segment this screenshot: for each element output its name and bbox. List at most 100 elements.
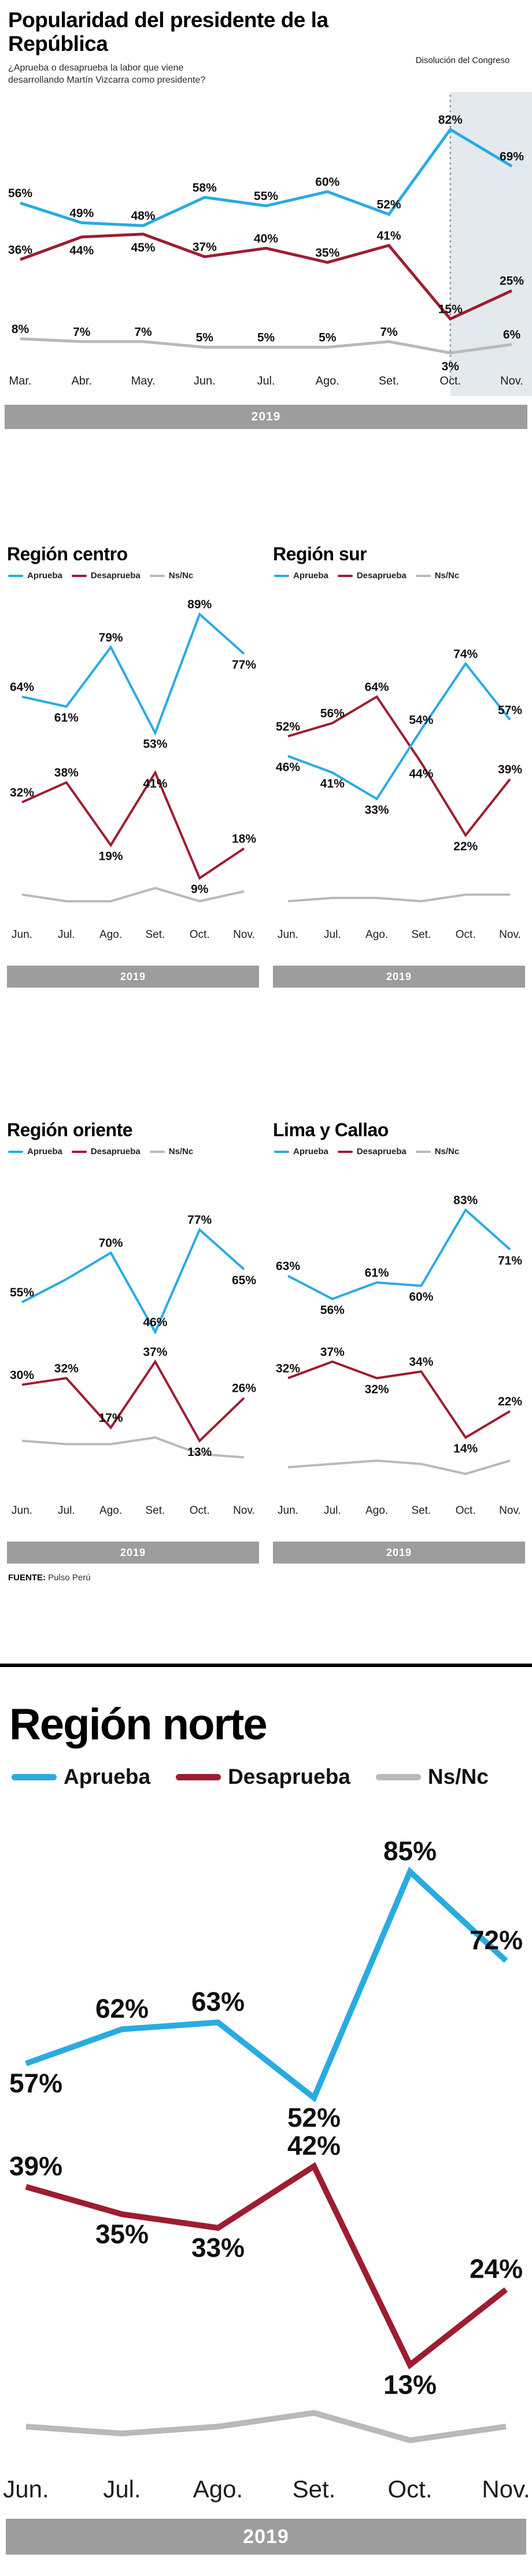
value-label: 7%	[73, 326, 91, 339]
legend-label: Ns/Nc	[427, 1765, 489, 1789]
value-label: 56%	[8, 187, 32, 200]
value-label: 77%	[232, 659, 256, 672]
month-label: Nov.	[500, 375, 523, 387]
month-label: Jun.	[194, 375, 216, 387]
value-label: 32%	[10, 786, 34, 799]
month-label: Jul.	[257, 375, 275, 387]
legend-item-nsnc: Ns/Nc	[415, 1147, 460, 1157]
norte-title: Región norte	[9, 1700, 268, 1750]
value-label: 9%	[191, 883, 209, 896]
month-label: Jun.	[12, 1505, 32, 1517]
value-label: 36%	[8, 243, 32, 257]
value-label: 6%	[503, 328, 521, 342]
year-bar-centro: 2019	[7, 966, 259, 988]
value-label: 13%	[383, 2370, 437, 2400]
value-label: 30%	[10, 1369, 34, 1382]
value-label: 62%	[95, 1993, 149, 2023]
value-label: 14%	[453, 1442, 478, 1455]
region-sur-chart: 46% 41% 33% 54% 74% 57% 52% 56% 64% 44% 22% 39% Jun.…	[276, 648, 522, 941]
value-label: 57%	[9, 2068, 62, 2098]
value-label: 37%	[320, 1346, 345, 1359]
norte-section: Región norte Aprueba Desaprueba Ns/Nc 57% 6…	[0, 1667, 532, 2555]
legend-label: Ns/Nc	[434, 1147, 460, 1157]
legend-label: Aprueba	[27, 1147, 62, 1157]
value-label: 74%	[453, 648, 478, 661]
month-label: Oct.	[387, 2475, 432, 2503]
legend-label: Desaprueba	[90, 1147, 141, 1157]
month-label: Nov.	[233, 929, 255, 941]
month-label: Jun.	[278, 1505, 298, 1517]
region-sur-block: Región sur Aprueba Desaprueba Ns/Nc 46% 41%…	[273, 544, 525, 988]
chart-legend: Aprueba Desaprueba Ns/Nc	[8, 1147, 259, 1156]
series-line-aprueba	[21, 612, 245, 736]
month-label: Oct.	[439, 375, 461, 387]
legend-item-desaprueba: Desaprueba	[337, 1147, 407, 1157]
value-label: 13%	[187, 1446, 212, 1459]
month-label: Set.	[379, 375, 400, 387]
legend-item-aprueba: Aprueba	[12, 1765, 150, 1789]
month-label: Jul.	[324, 1505, 341, 1517]
source-note: FUENTE: Pulso Perú	[8, 1573, 532, 1583]
legend-label: Desaprueba	[228, 1765, 350, 1789]
value-label: 55%	[254, 190, 278, 203]
value-label: 83%	[453, 1194, 478, 1207]
month-label: Ago.	[316, 375, 339, 387]
legend-swatch-desaprueba	[71, 574, 87, 577]
series-line-aprueba	[20, 127, 513, 227]
value-label: 41%	[320, 777, 345, 790]
value-label: 18%	[232, 832, 256, 845]
legend-item-aprueba: Aprueba	[274, 1147, 328, 1156]
series-line-aprueba	[287, 1208, 511, 1300]
month-label: Jun.	[3, 2475, 49, 2503]
value-label: 7%	[134, 326, 152, 339]
legend-label: Aprueba	[27, 571, 62, 581]
value-label: 37%	[143, 1346, 167, 1359]
legend-label: Desaprueba	[356, 1147, 407, 1157]
month-label: Nov.	[499, 929, 521, 941]
legend-item-nsnc: Ns/Nc	[375, 1765, 489, 1789]
lima-callao-block: Lima y Callao Aprueba Desaprueba Ns/Nc 63%…	[273, 1119, 525, 1564]
value-label: 60%	[315, 176, 339, 189]
legend-swatch-nsnc	[415, 574, 431, 577]
month-label: Oct.	[456, 929, 476, 941]
value-label: 55%	[10, 1286, 34, 1299]
month-label: Jul.	[58, 1505, 75, 1517]
year-bar-oriente: 2019	[7, 1542, 259, 1564]
value-label: 58%	[193, 181, 217, 194]
year-bar-lima: 2019	[273, 1542, 525, 1564]
series-line-nsnc	[21, 886, 245, 903]
month-label: Nov.	[482, 2475, 530, 2503]
legend-item-desaprueba: Desaprueba	[71, 571, 141, 581]
series-line-aprueba	[287, 661, 511, 801]
legend-swatch-aprueba	[274, 1150, 289, 1153]
value-label: 85%	[383, 1836, 437, 1866]
value-label: 52%	[276, 720, 300, 733]
legend-label: Aprueba	[293, 1147, 328, 1157]
legend-item-desaprueba: Desaprueba	[337, 571, 407, 581]
legend-swatch-desaprueba	[337, 574, 353, 577]
value-label: 56%	[320, 1304, 345, 1317]
value-label: 26%	[232, 1382, 256, 1395]
value-label: 17%	[99, 1411, 123, 1425]
legend-swatch-aprueba	[274, 574, 289, 577]
value-label: 32%	[54, 1362, 79, 1375]
series-line-nsnc	[287, 1459, 511, 1476]
series-line-nsnc	[21, 1436, 245, 1459]
value-label: 42%	[287, 2130, 341, 2160]
value-label: 35%	[95, 2219, 149, 2249]
year-bar-main: 2019	[5, 405, 527, 430]
legend-label: Aprueba	[293, 571, 328, 581]
region-oriente-block: Región oriente Aprueba Desaprueba Ns/Nc 55…	[7, 1119, 259, 1564]
month-label: Ago.	[193, 2475, 243, 2503]
value-label: 8%	[12, 323, 29, 336]
value-label: 65%	[232, 1274, 256, 1287]
chart-legend-big: Aprueba Desaprueba Ns/Nc	[12, 1765, 532, 1789]
month-label: Ago.	[365, 929, 388, 941]
region-centro-chart: 64% 61% 79% 53% 89% 77% 32% 38% 19% 41% 9% 18% Jun. J…	[10, 598, 256, 941]
legend-swatch-aprueba	[8, 1150, 23, 1153]
value-label: 46%	[276, 761, 300, 774]
value-label: 37%	[193, 241, 217, 254]
series-line-desaprueba	[287, 695, 511, 838]
month-label: Jul.	[58, 929, 75, 941]
value-label: 60%	[409, 1291, 433, 1304]
